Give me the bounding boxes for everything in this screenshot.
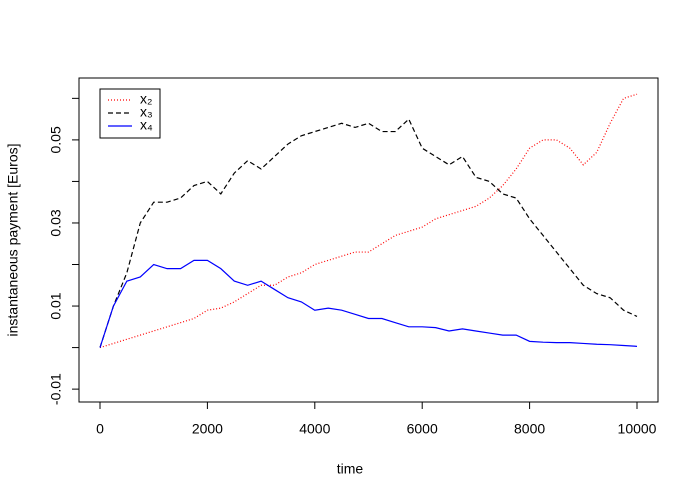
y-tick-label: 0.01: [48, 292, 64, 319]
series-line: [99, 118, 638, 348]
x-tick-label: 6000: [407, 421, 438, 437]
legend-label: x₂: [140, 91, 152, 107]
series-line: [99, 259, 638, 348]
legend-label: x₄: [140, 117, 153, 133]
x-tick-label: 8000: [514, 421, 545, 437]
plot-frame: [78, 77, 659, 403]
x-tick-label: 10000: [618, 421, 657, 437]
legend-label: x₃: [140, 104, 153, 120]
y-tick-label: 0.03: [48, 209, 64, 236]
y-tick-label: -0.01: [48, 373, 64, 405]
x-tick-label: 0: [96, 421, 104, 437]
x-tick-label: 4000: [299, 421, 330, 437]
y-tick-label: 0.05: [48, 126, 64, 153]
x-axis-label: time: [337, 461, 364, 477]
x-tick-label: 2000: [192, 421, 223, 437]
y-axis-label: instantaneous payment [Euros]: [5, 143, 21, 336]
series-line: [99, 93, 638, 349]
